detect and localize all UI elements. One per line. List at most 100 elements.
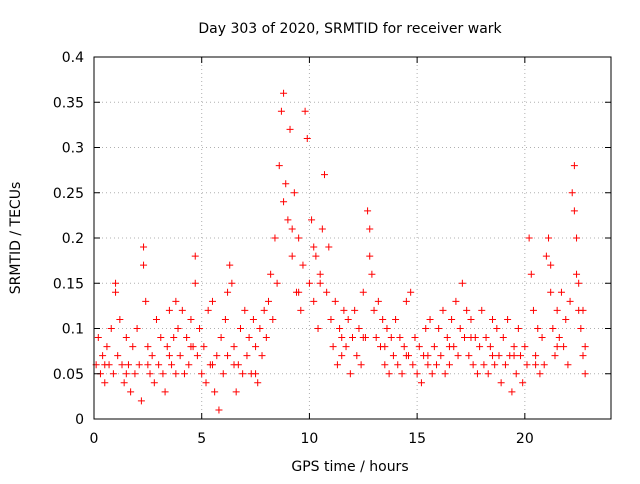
data-point	[402, 297, 410, 305]
data-point	[340, 306, 348, 314]
data-point	[389, 352, 397, 360]
data-point	[532, 352, 540, 360]
data-point	[364, 207, 372, 215]
data-point	[310, 297, 318, 305]
data-point	[165, 306, 173, 314]
data-point	[129, 343, 137, 351]
data-point	[413, 370, 421, 378]
axis-ticks: 0 5 10 15 20 0 0.05 0.1 0.15 0.2 0.25 0.3 0.35 0.4	[53, 50, 611, 447]
data-point	[288, 225, 296, 233]
data-point	[415, 343, 423, 351]
data-point	[325, 243, 333, 251]
data-point	[338, 334, 346, 342]
data-point	[489, 352, 497, 360]
data-point	[411, 334, 419, 342]
x-tick-label: 20	[516, 431, 534, 447]
data-point	[489, 315, 497, 323]
data-point	[159, 370, 167, 378]
data-point	[467, 315, 475, 323]
data-point	[200, 343, 208, 351]
data-point	[152, 315, 160, 323]
x-tick-label: 10	[301, 431, 319, 447]
data-point	[271, 234, 279, 242]
data-point	[366, 225, 374, 233]
data-point	[221, 315, 229, 323]
data-point	[140, 243, 148, 251]
data-point	[99, 352, 107, 360]
data-point	[228, 279, 236, 287]
data-point	[137, 397, 145, 405]
data-point	[392, 315, 400, 323]
data-point	[508, 388, 516, 396]
data-point	[527, 270, 535, 278]
data-point	[282, 180, 290, 188]
data-point	[553, 343, 561, 351]
data-point	[525, 234, 533, 242]
data-point	[349, 334, 356, 342]
data-point	[540, 361, 548, 369]
data-point	[424, 361, 432, 369]
data-point	[286, 125, 294, 133]
data-point	[553, 306, 561, 314]
data-point	[465, 352, 473, 360]
data-point	[101, 379, 109, 387]
data-point	[480, 361, 488, 369]
data-point	[521, 343, 529, 351]
data-point	[342, 343, 350, 351]
data-point	[168, 361, 176, 369]
y-tick-label: 0	[75, 412, 84, 428]
data-point	[299, 261, 307, 269]
data-point	[191, 252, 199, 260]
data-point	[331, 297, 339, 305]
data-point	[499, 334, 507, 342]
data-point	[493, 325, 501, 332]
data-point	[560, 343, 568, 351]
data-point	[396, 334, 404, 342]
data-point	[297, 306, 305, 314]
data-point	[114, 352, 122, 360]
data-point	[118, 361, 126, 369]
data-point	[407, 288, 415, 296]
data-point	[280, 198, 288, 206]
data-point	[581, 343, 589, 351]
data-point	[327, 315, 335, 323]
data-point	[165, 352, 173, 360]
data-point	[284, 216, 292, 224]
data-point	[202, 379, 210, 387]
data-point	[359, 288, 367, 296]
data-point	[542, 252, 550, 260]
data-point	[260, 306, 268, 314]
data-point	[232, 388, 240, 396]
data-point	[383, 325, 391, 332]
data-point	[482, 334, 490, 342]
data-point	[318, 225, 326, 233]
data-point	[224, 288, 232, 296]
data-point	[484, 370, 492, 378]
data-point	[439, 306, 447, 314]
data-point	[295, 234, 303, 242]
data-point	[135, 361, 143, 369]
data-point	[336, 325, 344, 332]
data-point	[409, 361, 417, 369]
y-tick-label: 0.35	[53, 95, 84, 111]
data-point	[402, 352, 410, 360]
data-point	[107, 325, 115, 332]
data-point	[109, 370, 117, 378]
data-point	[495, 352, 503, 360]
data-point	[183, 334, 191, 342]
data-point	[314, 325, 322, 332]
data-point	[417, 379, 425, 387]
data-point	[280, 89, 288, 97]
data-point	[547, 261, 555, 269]
data-point	[323, 288, 331, 296]
data-point	[346, 370, 354, 378]
data-point	[581, 370, 589, 378]
data-point	[517, 352, 525, 360]
data-point	[254, 379, 262, 387]
data-point	[252, 370, 260, 378]
data-point	[357, 361, 365, 369]
data-point	[545, 234, 553, 242]
x-tick-label: 15	[408, 431, 426, 447]
data-point	[433, 361, 441, 369]
data-point	[547, 288, 555, 296]
